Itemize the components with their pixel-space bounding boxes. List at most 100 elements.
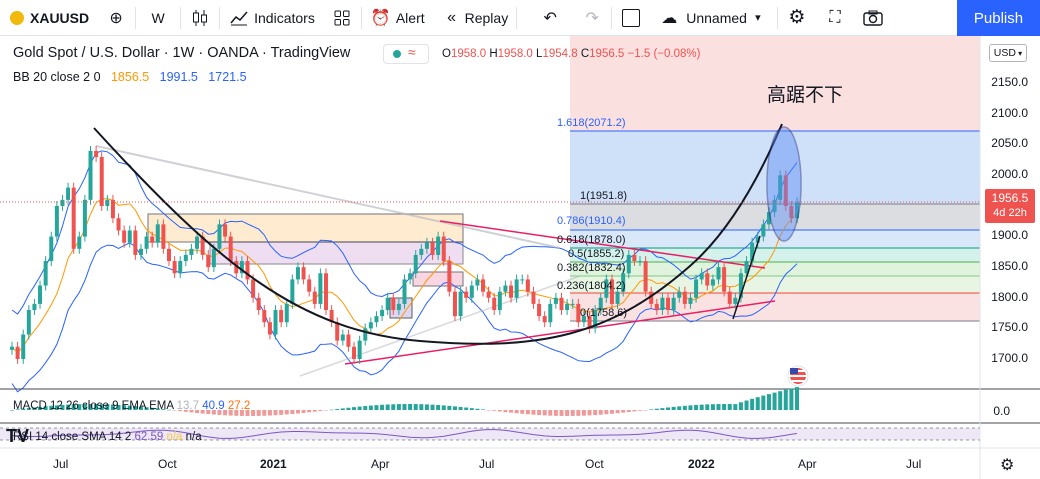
replay-button[interactable]: « Replay: [433, 0, 517, 36]
macd-bar: [105, 404, 110, 410]
macd-value-3: 27.2: [227, 400, 251, 412]
undo-icon: ↶: [543, 9, 557, 27]
macd-bar: [335, 409, 340, 410]
divider: [516, 6, 518, 29]
annotation-text[interactable]: 高踞不下: [767, 85, 844, 106]
macd-bar: [475, 408, 480, 410]
plus-circle-icon: ⊕: [109, 9, 123, 27]
macd-bar: [750, 398, 755, 410]
price-tick: 1900.0: [991, 228, 1028, 242]
settings-button[interactable]: ⚙: [778, 0, 816, 36]
bb-legend[interactable]: BB 20 close 2 0 1856.5 1991.5 1721.5: [13, 70, 247, 84]
macd-bar: [694, 404, 699, 410]
macd-bar: [436, 405, 441, 410]
candle-body: [447, 261, 452, 292]
ohlc-high: 1958.0: [497, 48, 533, 60]
macd-bar: [66, 404, 71, 410]
macd-bar: [503, 410, 508, 413]
macd-bar: [150, 407, 155, 410]
candle-body: [368, 322, 373, 329]
bb-lower-value: 1721.5: [208, 70, 247, 84]
candle-body: [127, 230, 132, 243]
chart-settings-button[interactable]: ⚙: [1000, 455, 1014, 475]
templates-button[interactable]: [323, 0, 361, 36]
candle-body: [497, 291, 502, 311]
macd-bar: [223, 410, 228, 416]
macd-bar: [211, 410, 216, 415]
macd-value-2: 40.9: [202, 400, 225, 412]
price-tick: 2050.0: [991, 136, 1028, 150]
candle-body: [340, 334, 345, 341]
range-box-lower: [209, 241, 464, 265]
candle-body: [649, 291, 654, 304]
candle-body: [766, 212, 771, 225]
candle-body: [99, 157, 104, 206]
market-status[interactable]: ≈: [383, 44, 429, 64]
price-chart[interactable]: TV: [0, 36, 1040, 479]
symbol-label: XAUUSD: [30, 9, 90, 26]
macd-bar: [710, 404, 715, 410]
macd-bar: [520, 410, 525, 414]
range-box-upper: [147, 213, 464, 243]
rsi-sma-value: n/a: [166, 431, 183, 443]
candle-body: [587, 316, 592, 329]
undo-button[interactable]: ↶: [517, 0, 573, 36]
ohlc-close: 1956.5: [589, 48, 625, 60]
macd-bar: [267, 410, 272, 416]
chart-type-button[interactable]: [181, 0, 219, 36]
fullscreen-toggle[interactable]: [612, 0, 650, 36]
macd-bar: [71, 404, 76, 410]
candle-body: [189, 248, 194, 255]
candle-body: [419, 248, 424, 255]
fullscreen-button[interactable]: ⛶: [816, 0, 854, 36]
macd-bar: [110, 404, 115, 410]
price-tick: 1800.0: [991, 290, 1028, 304]
rsi-legend[interactable]: RSI 14 close SMA 14 2 62.59 n/a n/a: [13, 431, 202, 443]
macd-bar: [514, 410, 519, 414]
candle-body: [60, 199, 65, 206]
candle-body: [284, 303, 289, 323]
divider: [776, 6, 778, 29]
candle-body: [755, 236, 760, 243]
macd-bar: [733, 404, 738, 410]
candle-body: [509, 285, 514, 298]
snapshot-button[interactable]: [854, 0, 892, 36]
redo-button[interactable]: ↷: [573, 0, 611, 36]
candle-body: [452, 291, 457, 317]
candle-body: [273, 310, 278, 335]
macd-bar: [245, 410, 250, 416]
us-flag-event[interactable]: [787, 365, 809, 387]
macd-legend[interactable]: MACD 12 26 close 9 EMA EMA 13.7 40.9 27.…: [13, 400, 250, 412]
candle-body: [43, 261, 48, 286]
candle-body: [604, 279, 609, 298]
candle-body: [475, 279, 480, 286]
candle-body: [307, 279, 312, 292]
macd-value-1: 13.7: [176, 400, 200, 412]
candle-body: [559, 297, 564, 311]
candle-body: [576, 303, 581, 323]
candle-body: [71, 187, 76, 249]
interval-button[interactable]: W: [136, 0, 180, 36]
compare-button[interactable]: ⊕: [97, 0, 135, 36]
candle-body: [503, 285, 508, 292]
candle-body: [88, 150, 93, 200]
chevron-down-icon: ▾: [1015, 49, 1023, 58]
macd-bar: [525, 410, 530, 415]
symbol-search[interactable]: XAUUSD: [0, 0, 97, 36]
macd-bar: [705, 404, 710, 410]
layout-name-button[interactable]: ☁ Unnamed ▾: [650, 0, 777, 36]
candle-body: [335, 322, 340, 341]
fib-zone-top: [570, 36, 980, 131]
macd-bar: [621, 410, 626, 413]
candle-body: [464, 291, 469, 298]
candle-body: [32, 303, 37, 311]
candle-body: [391, 297, 396, 311]
alert-button[interactable]: ⏰ Alert: [362, 0, 433, 36]
macd-bar: [469, 408, 474, 410]
candle-body: [761, 224, 766, 237]
candle-body: [621, 273, 626, 292]
publish-button[interactable]: Publish: [957, 0, 1040, 36]
currency-selector[interactable]: USD ▾: [989, 44, 1027, 62]
indicators-button[interactable]: Indicators: [220, 0, 323, 36]
rsi-pane: [0, 427, 980, 441]
